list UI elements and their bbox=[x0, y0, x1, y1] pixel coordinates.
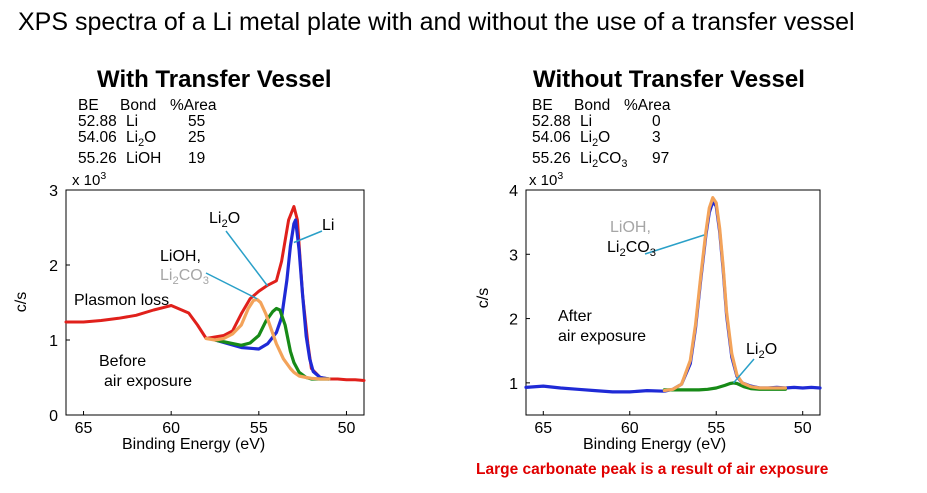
header-area: %Area bbox=[170, 97, 217, 114]
panel-title-with: With Transfer Vessel bbox=[97, 66, 332, 93]
cell-be: 55.26 bbox=[78, 150, 117, 168]
annotation-li2co3: Li2CO3 bbox=[607, 239, 656, 260]
x-tick-label: 50 bbox=[338, 420, 356, 437]
x-tick-label: 65 bbox=[534, 420, 552, 437]
cell-be: 52.88 bbox=[532, 113, 571, 130]
cell-area: 55 bbox=[188, 113, 206, 130]
annotation-li-metal: Li bbox=[322, 217, 335, 234]
annotation-leader-line bbox=[644, 234, 705, 255]
header-be: BE bbox=[532, 97, 553, 114]
cell-area: 19 bbox=[188, 150, 206, 168]
header-be: BE bbox=[78, 97, 99, 114]
cell-bond: Li2O bbox=[126, 129, 157, 150]
annotation-leader-line bbox=[293, 230, 323, 244]
y-tick-label: 3 bbox=[49, 183, 58, 200]
cell-area: 3 bbox=[652, 129, 661, 146]
x-tick-label: 65 bbox=[75, 420, 93, 437]
header-bond: Bond bbox=[574, 97, 611, 114]
annotation-li2o: Li2O bbox=[746, 341, 778, 362]
annotation-before-2: air exposure bbox=[104, 373, 193, 390]
y-tick-label: 0 bbox=[49, 408, 58, 425]
cell-bond: Li bbox=[126, 113, 139, 130]
page-title: XPS spectra of a Li metal plate with and… bbox=[18, 8, 855, 36]
header-bond: Bond bbox=[120, 97, 157, 114]
x-tick-label: 55 bbox=[707, 420, 725, 437]
annotation-li2o: Li2O bbox=[209, 210, 241, 231]
annotation-lioh: LiOH, bbox=[160, 248, 201, 265]
y-tick-label: 2 bbox=[509, 312, 518, 329]
annotation-leader-line bbox=[225, 230, 269, 287]
cell-be: 54.06 bbox=[532, 129, 571, 146]
cell-area: 0 bbox=[652, 113, 661, 130]
x-tick-label: 55 bbox=[250, 420, 268, 437]
header-area: %Area bbox=[624, 97, 671, 114]
cell-area: 25 bbox=[188, 129, 206, 146]
cell-bond: Li bbox=[580, 113, 593, 130]
x-axis-label-without: Binding Energy (eV) bbox=[583, 436, 727, 453]
table-row: 52.88 Li 0 bbox=[532, 114, 671, 130]
y-scale-label-without: x 103 bbox=[529, 170, 564, 189]
x-tick-label: 60 bbox=[621, 420, 639, 437]
annotation-li2co3: Li2CO3 bbox=[160, 267, 209, 288]
table-header: BE Bond %Area bbox=[78, 98, 217, 114]
y-tick-label: 2 bbox=[49, 258, 58, 275]
y-scale-label-with: x 103 bbox=[72, 170, 107, 189]
footnote: Large carbonate peak is a result of air … bbox=[476, 461, 829, 478]
cell-bond: Li2O bbox=[580, 129, 611, 150]
y-tick-label: 1 bbox=[49, 333, 58, 350]
cell-bond: LiOH bbox=[126, 150, 162, 168]
annotation-before-1: Before bbox=[99, 353, 147, 370]
plot-frame bbox=[65, 189, 365, 416]
y-tick-label: 4 bbox=[509, 183, 518, 200]
annotation-leader-line bbox=[732, 358, 755, 384]
annotation-plasmon-loss: Plasmon loss bbox=[74, 292, 170, 309]
area-table-with: BE Bond %Area 52.88 Li 55 54.06 Li2O 25 … bbox=[78, 98, 217, 167]
table-header: BE Bond %Area bbox=[532, 98, 671, 114]
cell-be: 55.26 bbox=[532, 150, 571, 168]
x-tick-label: 60 bbox=[162, 420, 180, 437]
series-line bbox=[213, 218, 331, 381]
cell-be: 52.88 bbox=[78, 113, 117, 130]
table-row: 54.06 Li2O 3 bbox=[532, 129, 671, 151]
table-row: 55.26 LiOH 19 bbox=[78, 151, 217, 167]
table-row: 55.26 Li2CO3 97 bbox=[532, 151, 671, 172]
cell-be: 54.06 bbox=[78, 129, 117, 146]
area-table-without: BE Bond %Area 52.88 Li 0 54.06 Li2O 3 55… bbox=[532, 98, 671, 172]
x-axis-label-with: Binding Energy (eV) bbox=[122, 436, 266, 453]
cell-bond: Li2CO3 bbox=[580, 150, 628, 171]
series-line bbox=[662, 196, 788, 393]
plot-frame bbox=[525, 189, 821, 416]
x-tick-label: 50 bbox=[794, 420, 812, 437]
annotation-after-1: After bbox=[558, 308, 592, 325]
annotation-leader-line bbox=[205, 272, 258, 300]
y-tick-label: 1 bbox=[509, 376, 518, 393]
series-line bbox=[204, 297, 331, 381]
panel-title-without: Without Transfer Vessel bbox=[533, 66, 805, 93]
annotation-after-2: air exposure bbox=[558, 328, 647, 345]
table-row: 54.06 Li2O 25 bbox=[78, 129, 217, 151]
y-tick-label: 3 bbox=[509, 247, 518, 264]
cell-area: 97 bbox=[652, 150, 670, 168]
table-row: 52.88 Li 55 bbox=[78, 114, 217, 130]
annotation-lioh: LiOH, bbox=[610, 219, 651, 236]
